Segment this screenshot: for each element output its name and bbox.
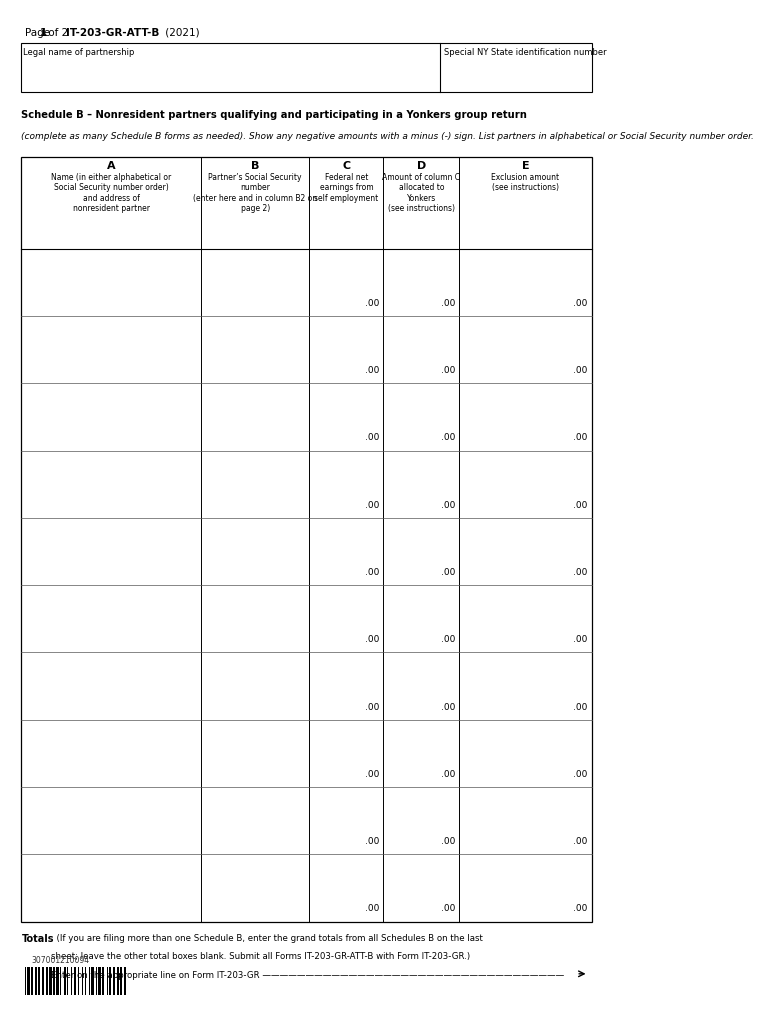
Text: .00: .00	[366, 367, 380, 375]
Text: .00: .00	[366, 635, 380, 644]
Text: Page: Page	[25, 28, 53, 38]
Text: .00: .00	[441, 433, 456, 442]
Text: C: C	[343, 161, 350, 171]
Text: Schedule B – Nonresident partners qualifying and participating in a Yonkers grou: Schedule B – Nonresident partners qualif…	[22, 110, 527, 120]
Text: Partner’s Social Security
number
(enter here and in column B2 on
page 2): Partner’s Social Security number (enter …	[193, 173, 317, 213]
Bar	[27, 967, 30, 995]
Text: .00: .00	[574, 702, 588, 712]
Text: .00: .00	[441, 702, 456, 712]
Bar	[25, 967, 26, 995]
Text: Exclusion amount
(see instructions): Exclusion amount (see instructions)	[491, 173, 560, 193]
Text: .00: .00	[574, 433, 588, 442]
Text: 307001210094: 307001210094	[32, 955, 90, 965]
Text: IT-203-GR-ATT-B: IT-203-GR-ATT-B	[66, 28, 159, 38]
Bar	[35, 967, 37, 995]
Text: .00: .00	[574, 904, 588, 913]
Bar	[67, 967, 69, 995]
Bar	[38, 967, 39, 995]
Text: .00: .00	[574, 501, 588, 510]
Bar	[71, 967, 72, 995]
Bar	[106, 967, 108, 995]
Bar	[60, 967, 62, 995]
Text: E: E	[521, 161, 529, 171]
Text: .00: .00	[441, 904, 456, 913]
Text: .00: .00	[366, 904, 380, 913]
Bar	[42, 967, 44, 995]
Text: Legal name of partnership: Legal name of partnership	[23, 48, 135, 57]
Text: sheet; leave the other total boxes blank. Submit all Forms IT-203-GR-ATT-B with : sheet; leave the other total boxes blank…	[51, 952, 470, 962]
Text: D: D	[417, 161, 426, 171]
Bar	[95, 967, 97, 995]
Bar	[124, 967, 126, 995]
Text: .00: .00	[441, 568, 456, 578]
Bar	[118, 967, 119, 995]
Text: .00: .00	[574, 568, 588, 578]
Text: .00: .00	[366, 433, 380, 442]
Text: .00: .00	[366, 702, 380, 712]
Text: B: B	[251, 161, 259, 171]
Bar	[92, 967, 94, 995]
Bar	[82, 967, 83, 995]
Text: .00: .00	[366, 299, 380, 308]
Text: (complete as many Schedule B forms as needed). Show any negative amounts with a : (complete as many Schedule B forms as ne…	[22, 132, 755, 141]
Text: .00: .00	[441, 367, 456, 375]
Text: .00: .00	[441, 501, 456, 510]
Text: .00: .00	[441, 838, 456, 846]
Text: .00: .00	[366, 501, 380, 510]
Text: .00: .00	[441, 635, 456, 644]
Bar	[46, 967, 48, 995]
Bar	[113, 967, 115, 995]
Text: .00: .00	[366, 568, 380, 578]
Text: .00: .00	[366, 770, 380, 779]
Bar	[74, 967, 76, 995]
Text: .00: .00	[574, 838, 588, 846]
Text: Name (in either alphabetical or
Social Security number order)
and address of
non: Name (in either alphabetical or Social S…	[51, 173, 172, 213]
Text: .00: .00	[574, 770, 588, 779]
Bar	[109, 967, 111, 995]
Text: 1: 1	[40, 28, 47, 38]
Bar	[22, 157, 591, 922]
Text: .00: .00	[574, 635, 588, 644]
Text: (If you are filing more than one Schedule B, enter the grand totals from all Sch: (If you are filing more than one Schedul…	[51, 934, 483, 943]
Text: .00: .00	[441, 299, 456, 308]
Text: (2021): (2021)	[162, 28, 200, 38]
Text: Enter on the appropriate line on Form IT-203-GR ————————————————————————————————: Enter on the appropriate line on Form IT…	[51, 971, 564, 980]
Bar	[102, 967, 104, 995]
Text: of 2: of 2	[45, 28, 78, 38]
Text: Amount of column C
allocated to
Yonkers
(see instructions): Amount of column C allocated to Yonkers …	[383, 173, 460, 213]
Bar	[99, 967, 101, 995]
Bar	[85, 967, 86, 995]
Text: A: A	[107, 161, 116, 171]
Text: .00: .00	[441, 770, 456, 779]
Bar	[49, 967, 52, 995]
Bar	[64, 967, 65, 995]
Bar	[120, 967, 122, 995]
Text: .00: .00	[574, 367, 588, 375]
Text: .00: .00	[574, 299, 588, 308]
Bar	[78, 967, 79, 995]
Bar	[89, 967, 90, 995]
Bar	[22, 43, 591, 92]
Bar	[56, 967, 59, 995]
Text: .00: .00	[366, 838, 380, 846]
Text: Totals: Totals	[22, 934, 54, 944]
Bar	[53, 967, 55, 995]
Text: Federal net
earnings from
self employment: Federal net earnings from self employmen…	[314, 173, 379, 203]
Text: Special NY State identification number: Special NY State identification number	[444, 48, 606, 57]
